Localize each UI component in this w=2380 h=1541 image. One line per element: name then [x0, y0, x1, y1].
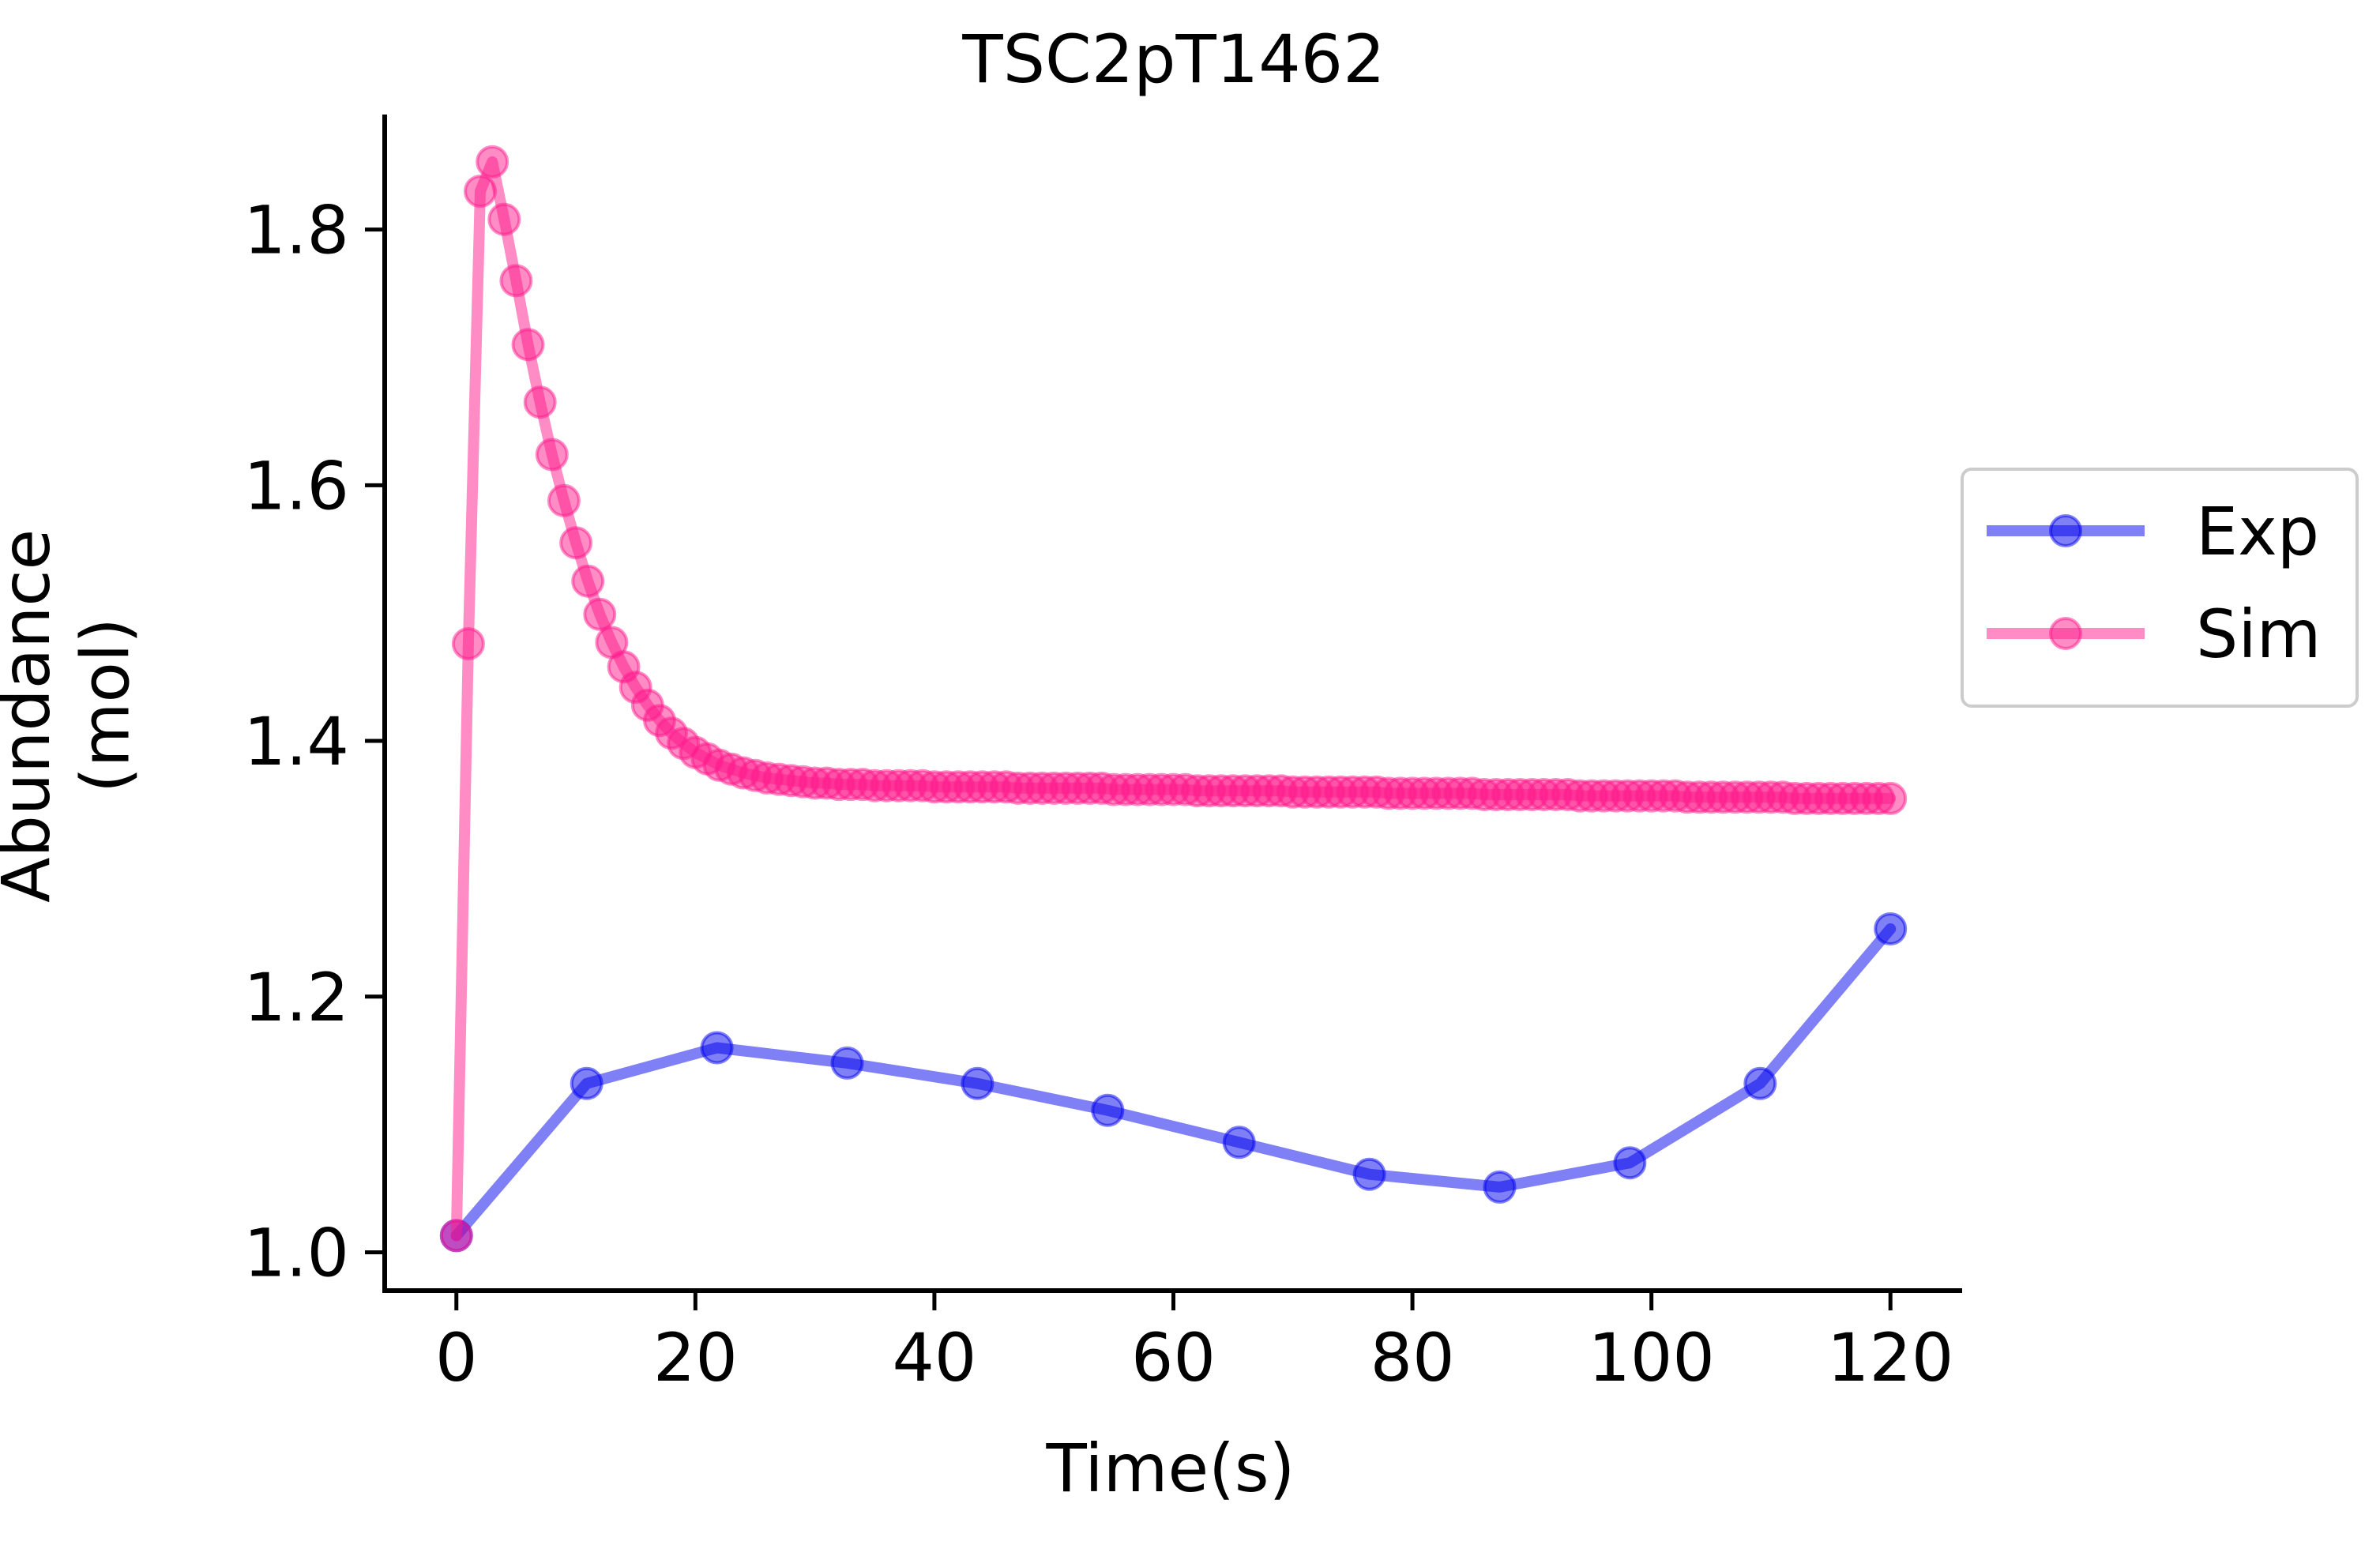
y-tick-label: 1.0: [243, 1214, 349, 1291]
legend-marker-sim: [2049, 617, 2082, 650]
y-tick-label: 1.2: [243, 959, 349, 1036]
data-point-sim: [487, 202, 521, 236]
data-point-exp: [961, 1066, 994, 1100]
data-point-sim: [571, 564, 605, 598]
data-point-sim: [1874, 781, 1908, 815]
y-tick-label: 1.6: [243, 447, 349, 524]
series-line-exp: [450, 923, 1897, 1242]
data-point-sim: [583, 597, 617, 631]
data-point-sim: [535, 438, 569, 472]
data-point-sim: [523, 385, 557, 419]
data-point-exp: [1613, 1146, 1647, 1180]
data-point-exp: [1874, 912, 1908, 945]
data-point-exp: [1222, 1126, 1256, 1160]
data-point-exp: [1743, 1066, 1777, 1100]
y-tick-label: 1.8: [243, 192, 349, 269]
data-point-exp: [570, 1066, 603, 1100]
x-tick-label: 80: [1370, 1319, 1455, 1396]
legend-label-exp: Exp: [2196, 493, 2319, 570]
data-point-exp: [700, 1031, 734, 1065]
data-point-sim: [559, 526, 593, 560]
y-axis-label: Abundance (mol): [0, 508, 145, 903]
data-point-sim: [439, 1219, 473, 1253]
y-tick-label: 1.4: [243, 703, 349, 780]
legend: Exp Sim: [1961, 468, 2359, 708]
x-tick-label: 100: [1588, 1319, 1714, 1396]
legend-label-sim: Sim: [2196, 596, 2321, 673]
series-line-sim: [450, 156, 1897, 1242]
legend-marker-exp: [2049, 514, 2082, 547]
x-tick-label: 20: [653, 1319, 738, 1396]
y-axis-label-line2: (mol): [67, 618, 145, 793]
data-point-exp: [830, 1046, 864, 1080]
y-axis-label-line1: Abundance: [0, 529, 65, 903]
data-point-exp: [1483, 1170, 1517, 1204]
x-axis-label: Time(s): [1046, 1430, 1295, 1507]
data-point-sim: [451, 627, 485, 660]
data-point-sim: [476, 145, 509, 179]
x-tick-label: 0: [435, 1319, 477, 1396]
plot-area: [439, 145, 1908, 1253]
data-point-exp: [1352, 1157, 1386, 1191]
data-point-sim: [499, 264, 533, 298]
x-tick-label: 60: [1131, 1319, 1216, 1396]
data-point-sim: [464, 175, 497, 209]
x-tick-label: 40: [892, 1319, 976, 1396]
data-point-sim: [547, 483, 581, 517]
x-tick-label: 120: [1827, 1319, 1953, 1396]
data-point-sim: [511, 328, 545, 362]
data-point-exp: [1091, 1093, 1125, 1127]
axes: 0 20 40 60 80 100 120 1.0 1.2 1.4 1.6 1.8: [243, 115, 1962, 1396]
chart-title: TSC2pT1462: [961, 21, 1385, 98]
